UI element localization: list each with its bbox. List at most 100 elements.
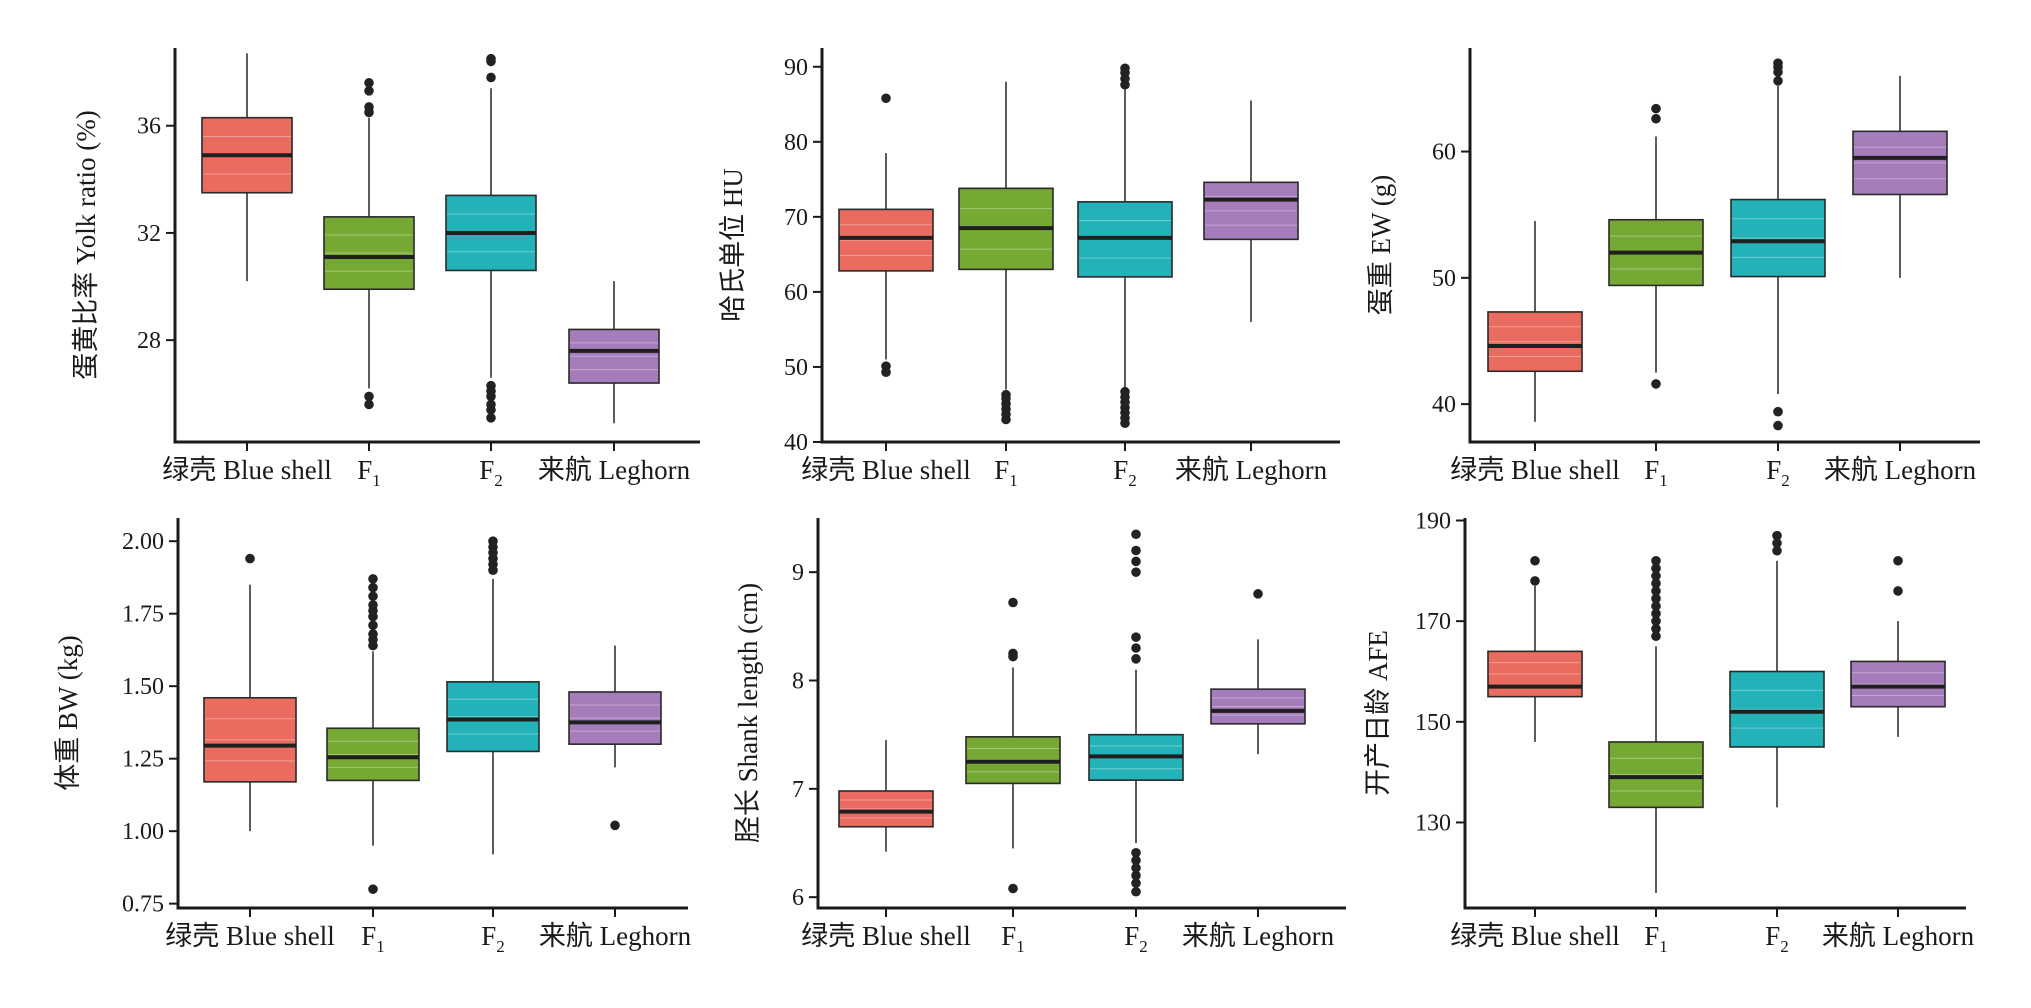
outlier-point [368, 591, 378, 602]
x-category-label: F1 [1644, 455, 1668, 490]
x-category-subscript: 2 [1128, 471, 1137, 490]
box-4 [568, 281, 660, 424]
box-body [1210, 688, 1306, 725]
x-category-label: 绿壳 Blue shell [801, 455, 971, 485]
outlier-point [1651, 113, 1661, 124]
x-category-subscript: 1 [1016, 937, 1025, 956]
outlier-point [1131, 567, 1141, 577]
x-category-label: 绿壳 Blue shell [165, 921, 335, 951]
outlier-point [368, 884, 378, 894]
box-body [326, 727, 420, 782]
box-4 [1852, 75, 1948, 278]
outlier-point [364, 102, 374, 112]
y-tick-label: 6 [792, 885, 804, 911]
chart-panel-5: 6 7 8 9 胫长 Shank length (cm) 绿壳 Blue shell F1 F… [733, 518, 1346, 956]
outlier-point [1131, 632, 1141, 642]
box-4 [1850, 555, 1946, 737]
outlier-point [881, 361, 891, 372]
outlier-point [486, 399, 496, 410]
box-2 [958, 81, 1054, 425]
x-category-label: 来航 Leghorn [1175, 455, 1328, 485]
outlier-point [1772, 530, 1782, 541]
y-tick-label: 60 [784, 280, 808, 306]
x-category-subscript: 2 [496, 937, 505, 956]
x-category-subscript: 2 [494, 471, 503, 490]
chart-panel-3: 40 50 60 蛋重 EW (g) 绿壳 Blue shell F1 F2 来航 Legho… [1366, 48, 1980, 490]
outlier-point [881, 93, 891, 104]
x-category-label: F1 [1644, 921, 1668, 956]
outlier-point [486, 413, 496, 423]
y-tick-label: 9 [792, 560, 804, 586]
box-3 [445, 53, 537, 423]
y-tick-label: 90 [784, 55, 808, 81]
outlier-point [1131, 870, 1141, 881]
outlier-point [1651, 601, 1661, 611]
x-category-label: F2 [1113, 455, 1137, 490]
y-tick-label: 80 [784, 130, 808, 156]
x-category-label: 绿壳 Blue shell [1450, 455, 1620, 485]
outlier-point [1651, 563, 1661, 574]
chart-panel-1: 28 32 36 蛋黄比率 Yolk ratio (%) 绿壳 Blue shell F1… [71, 48, 700, 490]
outlier-point [1772, 545, 1782, 556]
outlier-point [368, 620, 378, 631]
y-axis-label: 体重 BW (kg) [53, 635, 83, 791]
x-category-subscript: 2 [1139, 937, 1148, 956]
box-1 [1487, 221, 1583, 422]
outlier-point [1773, 76, 1783, 86]
y-axis-label: 开产日龄 AFE [1363, 630, 1393, 796]
y-tick-label: 70 [784, 205, 808, 231]
box-body [838, 208, 934, 272]
outlier-point [364, 78, 374, 88]
box-body [1487, 650, 1583, 698]
y-tick-label: 36 [137, 114, 161, 140]
box-2 [965, 597, 1061, 894]
outlier-point [1651, 103, 1661, 114]
x-category-label: 来航 Leghorn [538, 455, 691, 485]
y-tick-label: 32 [137, 221, 161, 247]
box-1 [1487, 555, 1583, 742]
box-body [1203, 181, 1299, 241]
outlier-point [368, 582, 378, 593]
chart-panel-6: 130 150 170 190 开产日龄 AFE 绿壳 Blue shell F1 F2 来航 … [1363, 509, 1975, 956]
box-body [568, 691, 662, 745]
x-category-subscript: 1 [1659, 471, 1668, 490]
x-category-label: F2 [479, 455, 503, 490]
chart-panel-2: 40 50 60 70 80 90 哈氏单位 HU 绿壳 Blue shell F1 F2 来航 L… [718, 48, 1340, 490]
box-3 [1088, 529, 1184, 897]
outlier-point [486, 380, 496, 391]
box-3 [1729, 530, 1825, 808]
x-category-subscript: 1 [372, 471, 381, 490]
box-body [1487, 311, 1583, 373]
outlier-point [1651, 555, 1661, 566]
box-1 [201, 53, 293, 282]
x-category-label: 绿壳 Blue shell [162, 455, 332, 485]
y-axis-label: 胫长 Shank length (cm) [733, 583, 763, 843]
x-category-label: 来航 Leghorn [539, 921, 692, 951]
chart-panel-4: 0.75 1.00 1.25 1.50 1.75 2.00 体重 BW (kg) 绿壳 Blu… [53, 518, 692, 956]
outlier-point [486, 72, 496, 83]
box-body [446, 681, 540, 753]
outlier-point [1131, 847, 1141, 858]
x-category-label: 绿壳 Blue shell [1450, 921, 1620, 951]
x-category-subscript: 2 [1781, 471, 1790, 490]
y-tick-label: 1.75 [122, 602, 164, 628]
outlier-point [1131, 654, 1141, 664]
x-category-subscript: 2 [1780, 937, 1789, 956]
outlier-point [1773, 406, 1783, 417]
x-category-label: F2 [481, 921, 505, 956]
outlier-point [1651, 593, 1661, 604]
x-category-label: 绿壳 Blue shell [801, 921, 971, 951]
outlier-point [1008, 883, 1018, 894]
y-axis-label: 哈氏单位 HU [718, 168, 748, 322]
x-category-label: F1 [1001, 921, 1025, 956]
outlier-point [1131, 545, 1141, 556]
outlier-point [1120, 63, 1130, 74]
y-tick-label: 1.25 [122, 747, 164, 773]
outlier-point [1530, 576, 1540, 586]
box-body [568, 328, 660, 384]
x-category-label: F2 [1765, 921, 1789, 956]
box-1 [838, 740, 934, 852]
box-3 [1077, 63, 1173, 429]
y-axis-label: 蛋重 EW (g) [1366, 175, 1396, 315]
